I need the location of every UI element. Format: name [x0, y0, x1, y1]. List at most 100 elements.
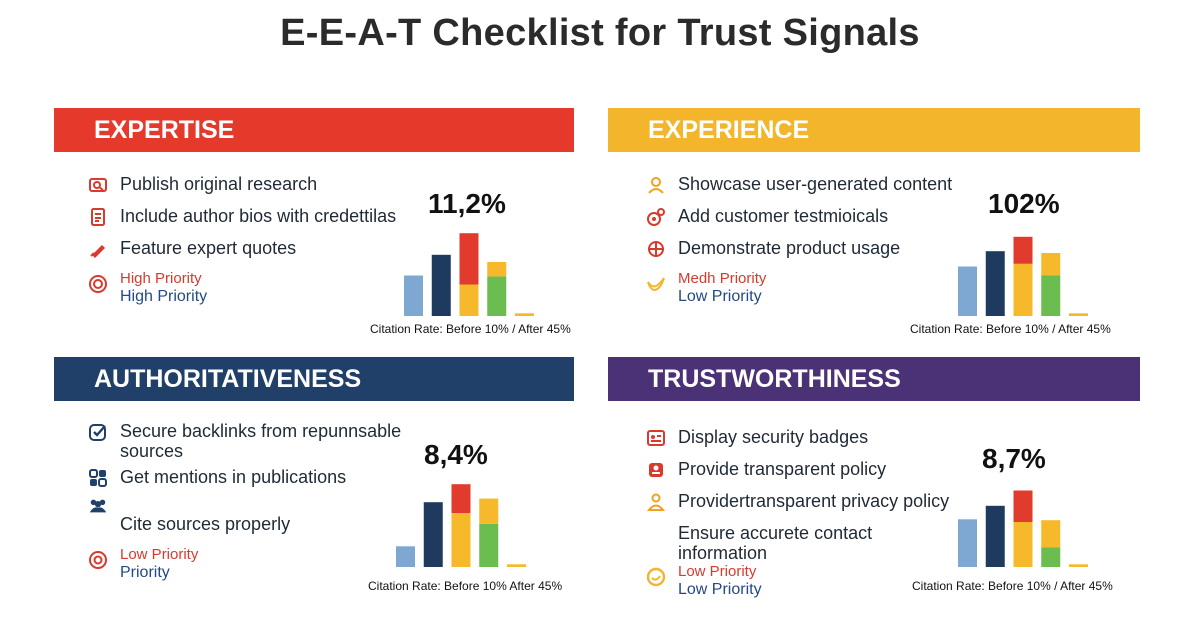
- bar-3-segment-1: [1013, 263, 1033, 316]
- bar-3-segment-1: [451, 513, 471, 567]
- list-item: Demonstrate product usage: [646, 238, 966, 259]
- bar-3-segment-1: [459, 284, 479, 316]
- expertise-banner: EXPERTISE: [54, 108, 574, 152]
- list-item: Get mentions in publications: [88, 467, 408, 488]
- bar-2-segment-1: [985, 251, 1005, 316]
- experience-panel: EXPERIENCE Showcase user-generated conte…: [608, 108, 1140, 368]
- priority-line-2: Low Priority: [678, 581, 762, 598]
- experience-bar-chart: [958, 236, 1088, 316]
- bar-5-segment-1: [1069, 313, 1088, 316]
- expertise-checklist: Publish original research Include author…: [88, 174, 408, 306]
- bar-2-segment-1: [423, 502, 443, 567]
- user-icon: [646, 175, 666, 195]
- publications-icon: [88, 468, 108, 488]
- priority-label: High Priority High Priority: [88, 270, 408, 306]
- privacy-user-icon: [646, 492, 666, 512]
- authoritativeness-banner: AUTHORITATIVENESS: [54, 357, 574, 401]
- citation-percent: 11,2%: [428, 188, 506, 219]
- item-label: Display security badges: [678, 427, 869, 447]
- item-label: Showcase user-generated content: [678, 174, 953, 194]
- bar-1-segment-1: [404, 275, 423, 316]
- bird-icon: [646, 274, 666, 294]
- list-item: Cite sources properly: [88, 499, 408, 534]
- priority-line-2: High Priority: [120, 288, 208, 305]
- experience-banner: EXPERIENCE: [608, 108, 1140, 152]
- citation-caption: Citation Rate: Before 10% After 45%: [368, 579, 563, 593]
- bar-4-segment-1: [487, 276, 507, 316]
- list-item: Feature expert quotes: [88, 238, 408, 259]
- page-title: E-E-A-T Checklist for Trust Signals: [280, 12, 920, 54]
- spacer: [646, 524, 666, 544]
- trustworthiness-panel: TRUSTWORTHINESS Display security badges …: [608, 357, 1140, 617]
- expertise-panel: EXPERTISE Publish original research Incl…: [54, 108, 574, 368]
- product-usage-icon: [646, 239, 666, 259]
- authoritativeness-panel: AUTHORITATIVENESS Secure backlinks from …: [54, 357, 574, 617]
- bar-4-segment-1: [479, 523, 499, 567]
- list-item: Ensure accurete contact information: [646, 523, 966, 563]
- research-icon: [88, 175, 108, 195]
- contact-icon: [646, 567, 666, 587]
- item-label: Publish original research: [120, 174, 318, 194]
- item-label: Demonstrate product usage: [678, 238, 901, 258]
- trustworthiness-banner: TRUSTWORTHINESS: [608, 357, 1140, 401]
- policy-icon: [646, 460, 666, 480]
- list-item: Display security badges: [646, 427, 966, 448]
- citation-percent: 8,7%: [982, 443, 1046, 474]
- item-label: Ensure accurete contact information: [678, 523, 873, 563]
- bar-2-segment-1: [431, 254, 451, 316]
- priority-line-2: Low Priority: [678, 288, 762, 305]
- target-icon: [88, 274, 108, 294]
- author-bio-icon: [88, 207, 108, 227]
- bar-4-segment-2: [1041, 520, 1061, 548]
- item-label: Cite sources properly: [120, 514, 291, 534]
- target-icon: [88, 550, 108, 570]
- item-label: Add customer testmioicals: [678, 206, 889, 226]
- bar-1-segment-1: [958, 519, 977, 567]
- bar-5-segment-1: [515, 313, 534, 316]
- item-label: Secure backlinks from repunnsable source…: [120, 421, 402, 461]
- citation-caption: Citation Rate: Before 10% / After 45%: [370, 322, 571, 336]
- list-item: Include author bios with credettilas: [88, 206, 408, 227]
- citation-percent: 8,4%: [424, 439, 488, 470]
- item-label: Include author bios with credettilas: [120, 206, 397, 226]
- list-item: Add customer testmioicals: [646, 206, 966, 227]
- bar-3-segment-1: [1013, 522, 1033, 567]
- priority-line-1: High Priority: [120, 270, 202, 287]
- expertise-bar-chart: [404, 233, 534, 316]
- bar-5-segment-1: [1069, 564, 1088, 567]
- check-badge-icon: [88, 422, 108, 442]
- bar-4-segment-1: [1041, 275, 1061, 316]
- bar-1-segment-1: [958, 266, 977, 316]
- quote-pen-icon: [88, 239, 108, 259]
- experience-checklist: Showcase user-generated content Add cust…: [646, 174, 966, 306]
- citation-percent: 102%: [988, 188, 1060, 219]
- bar-4-segment-2: [479, 498, 499, 524]
- citation-caption: Citation Rate: Before 10% / After 45%: [912, 579, 1113, 593]
- people-icon: [88, 496, 108, 516]
- bar-3-segment-2: [459, 233, 479, 285]
- priority-line-1: Low Priority: [678, 563, 757, 580]
- priority-line-1: Low Priority: [120, 546, 199, 563]
- item-label: Provide transparent policy: [678, 459, 887, 479]
- bar-4-segment-2: [487, 262, 507, 277]
- trustworthiness-bar-chart: [958, 490, 1088, 567]
- priority-label: Low Priority Priority: [88, 546, 408, 582]
- bar-5-segment-1: [507, 564, 526, 567]
- list-item: Providertransparent privacy policy: [646, 491, 966, 512]
- bar-3-segment-2: [1013, 236, 1033, 264]
- bar-2-segment-1: [985, 505, 1005, 567]
- item-label: Providertransparent privacy policy: [678, 491, 950, 511]
- testimonial-icon: [646, 207, 666, 227]
- priority-label: Medh Priority Low Priority: [646, 270, 966, 306]
- trustworthiness-checklist: Display security badges Provide transpar…: [646, 427, 966, 599]
- bar-1-segment-1: [396, 546, 415, 567]
- list-item: Publish original research: [88, 174, 408, 195]
- list-item: Secure backlinks from repunnsable source…: [88, 421, 408, 461]
- security-badge-icon: [646, 428, 666, 448]
- item-label: Get mentions in publications: [120, 467, 347, 487]
- list-item: Provide transparent policy: [646, 459, 966, 480]
- item-label: Feature expert quotes: [120, 238, 297, 258]
- priority-line-1: Medh Priority: [678, 270, 767, 287]
- priority-label: Low Priority Low Priority: [646, 563, 966, 599]
- citation-caption: Citation Rate: Before 10% / After 45%: [910, 322, 1111, 336]
